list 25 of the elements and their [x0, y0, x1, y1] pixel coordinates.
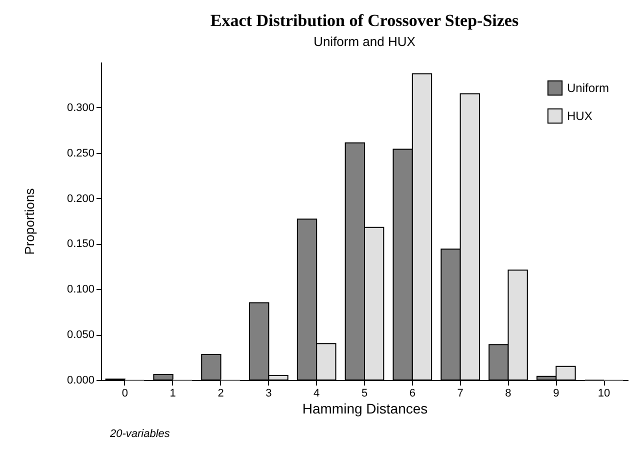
chart-title: Exact Distribution of Crossover Step-Sizes	[210, 11, 519, 30]
x-tick-label: 8	[505, 388, 512, 400]
text: 20-variables	[110, 428, 170, 440]
x-tick-label: 7	[457, 388, 464, 400]
x-tick-label: 1	[170, 388, 176, 400]
y-tick-label: 0.100	[66, 284, 94, 296]
y-tick-label: 0.000	[66, 374, 94, 386]
x-tick-label: 9	[553, 388, 560, 400]
x-tick-label: 6	[409, 388, 416, 400]
y-tick-label: 0.200	[66, 192, 94, 205]
legend-label: Uniform	[567, 81, 610, 95]
y-tick-label: 0.050	[66, 329, 94, 342]
y-axis-title: Proportions	[22, 188, 37, 255]
chart-subtitle: Uniform and HUX	[314, 34, 416, 49]
x-axis-title: Hamming Distances	[302, 400, 428, 416]
legend-label: HUX	[567, 109, 592, 123]
y-tick-label: 0.250	[66, 147, 94, 160]
y-tick-label: 0.150	[66, 238, 94, 250]
x-tick-label: 2	[218, 388, 224, 400]
x-tick-label: 5	[361, 388, 368, 400]
x-tick-label: 4	[314, 388, 320, 400]
x-tick-label: 10	[598, 388, 610, 400]
x-tick-label: 3	[266, 388, 272, 400]
y-tick-label: 0.300	[66, 102, 94, 114]
x-tick-label: 0	[122, 388, 128, 400]
